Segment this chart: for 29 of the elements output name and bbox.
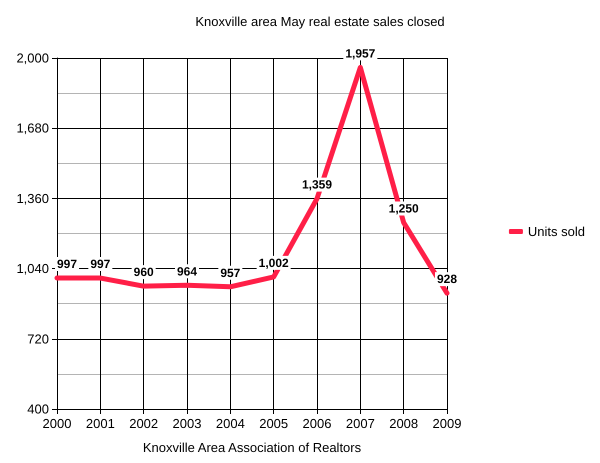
chart-title: Knoxville area May real estate sales closed: [195, 14, 445, 29]
y-tick-label: 1,040: [16, 261, 49, 276]
data-label: 1,359: [302, 178, 332, 192]
data-label: 964: [176, 264, 198, 278]
x-tick-label: 2000: [42, 416, 72, 431]
y-tick-label: 720: [27, 331, 49, 346]
x-tick-label: 2001: [86, 416, 115, 431]
x-tick-label: 2004: [216, 416, 245, 431]
x-tick-label: 2002: [129, 416, 158, 431]
data-label: 1,002: [258, 256, 290, 270]
data-label: 1,957: [345, 46, 376, 60]
data-label: 997: [90, 257, 111, 272]
y-tick-label: 1,680: [16, 120, 49, 136]
x-axis-title: Knoxville Area Association of Realtors: [142, 440, 362, 455]
x-tick-label: 2006: [302, 416, 332, 431]
data-label: 957: [220, 266, 241, 280]
y-tick-label: 2,000: [16, 50, 49, 66]
x-tick-label: 2009: [432, 416, 462, 431]
x-tick-label: 2007: [346, 416, 375, 431]
x-tick-label: 2005: [259, 416, 288, 431]
x-tick-label: 2003: [172, 416, 202, 431]
data-label: 997: [57, 257, 78, 272]
data-label: 928: [436, 272, 458, 286]
x-tick-label: 2008: [389, 416, 418, 431]
y-tick-label: 400: [27, 402, 49, 416]
data-label: 960: [134, 265, 154, 280]
data-label: 1,250: [388, 202, 420, 216]
legend-label: Units sold: [528, 224, 585, 239]
y-tick-label: 1,360: [16, 190, 49, 206]
